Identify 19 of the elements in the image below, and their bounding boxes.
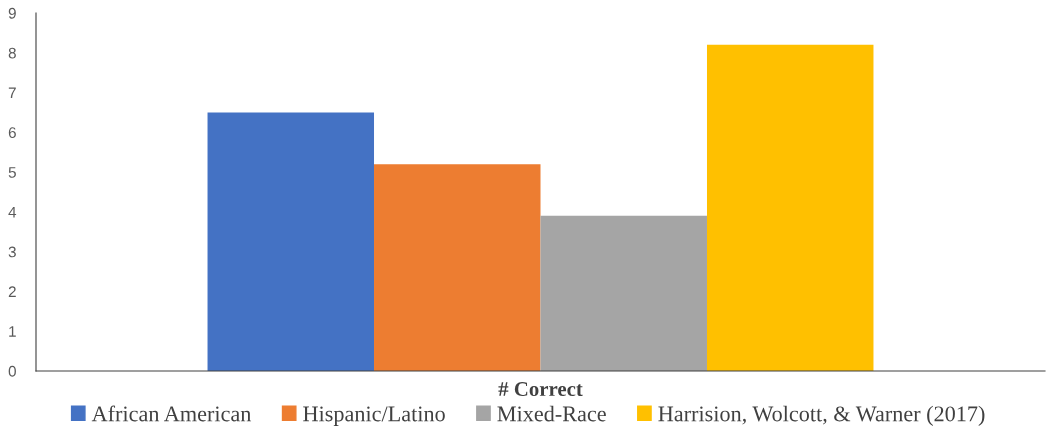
y-tick-label: 3 (8, 246, 16, 258)
bar (374, 164, 541, 371)
legend-label: Hispanic/Latino (303, 406, 445, 426)
y-tick-label: 0 (8, 365, 16, 377)
x-axis-title: # Correct (498, 382, 583, 397)
legend-label: Mixed-Race (497, 405, 606, 422)
y-tick-label: 1 (9, 326, 16, 337)
bar (207, 112, 375, 371)
legend-label: African American (91, 405, 252, 422)
y-tick-label: 8 (8, 47, 16, 59)
y-tick-label: 2 (8, 286, 16, 297)
y-tick-label: 5 (8, 167, 16, 178)
y-tick-label: 6 (8, 127, 16, 139)
legend-label: Harrision, Wolcott, & Warner (2017) (658, 405, 985, 426)
bar (540, 215, 707, 371)
y-tick-label: 4 (8, 206, 17, 218)
y-tick-label: 9 (8, 7, 16, 19)
bar (706, 44, 874, 371)
y-tick-label: 7 (8, 87, 16, 99)
